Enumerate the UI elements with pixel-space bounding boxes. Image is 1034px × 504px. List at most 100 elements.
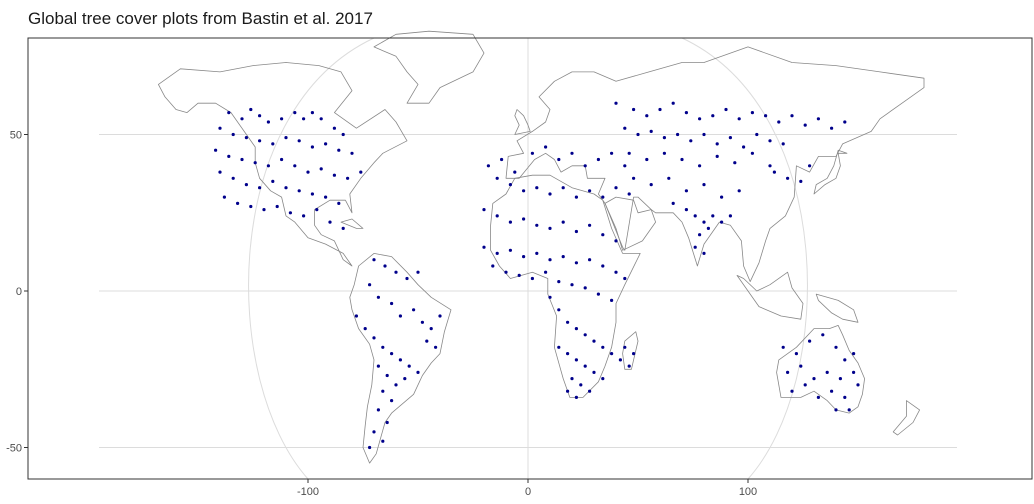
x-tick-label: 0 — [525, 486, 531, 498]
plot-point — [284, 186, 288, 190]
plot-point — [623, 345, 627, 349]
plot-point — [381, 345, 385, 349]
plot-point — [293, 164, 297, 168]
plot-point — [843, 395, 847, 399]
plot-point — [781, 142, 785, 146]
plot-point — [702, 220, 706, 224]
grid-lines — [99, 37, 957, 480]
plot-point — [500, 157, 504, 162]
plot-point — [218, 126, 222, 130]
plot-point — [398, 314, 402, 318]
plot-point — [214, 148, 218, 152]
plot-point — [328, 220, 332, 224]
plot-point — [583, 333, 587, 337]
plot-point — [702, 251, 706, 255]
plot-point — [236, 201, 240, 205]
landmass-britain — [514, 109, 531, 135]
plot-point — [535, 251, 539, 255]
y-tick-label: 0 — [16, 286, 22, 298]
plot-point — [702, 132, 706, 137]
plot-point — [808, 339, 812, 343]
plot-point — [390, 301, 394, 306]
plot-point — [623, 164, 627, 168]
plot-point — [363, 327, 367, 331]
plot-point — [548, 226, 552, 230]
plot-point — [231, 132, 235, 137]
plot-point — [383, 264, 387, 268]
gridline-lon — [681, 37, 808, 480]
chart-title: Global tree cover plots from Bastin et a… — [28, 9, 373, 28]
plot-point — [588, 223, 592, 227]
plot-point — [240, 157, 244, 162]
plot-point — [684, 189, 689, 193]
plot-point — [574, 195, 579, 199]
plot-point — [535, 223, 539, 227]
plot-point — [803, 383, 807, 387]
coastline-basemap — [157, 30, 925, 464]
plot-point — [376, 364, 380, 368]
plot-point — [495, 214, 499, 218]
plot-point — [614, 101, 618, 105]
plot-point — [689, 139, 693, 143]
plot-point — [601, 264, 605, 268]
plot-point — [253, 161, 257, 165]
plot-point — [834, 408, 838, 412]
plot-point — [280, 117, 284, 121]
plot-point — [676, 132, 680, 137]
plot-point — [557, 308, 561, 312]
landmass-arabia — [604, 196, 656, 251]
plot-point — [297, 189, 301, 193]
plot-point — [508, 248, 512, 252]
plot-point — [508, 220, 512, 224]
plot-point — [750, 151, 755, 155]
plot-point — [825, 370, 829, 374]
plot-point — [610, 151, 614, 155]
plot-point — [583, 364, 587, 368]
plot-point — [359, 170, 363, 174]
gridline-lon — [248, 37, 375, 480]
plot-point — [750, 111, 755, 115]
plot-point — [843, 358, 847, 362]
landmass-eurasia — [505, 46, 925, 283]
plot-point — [579, 383, 583, 387]
plot-point — [588, 189, 592, 193]
plot-point — [346, 176, 350, 180]
plot-point — [522, 255, 526, 259]
plot-point — [284, 136, 288, 140]
plot-point — [632, 176, 636, 180]
landmass-new-zealand — [892, 400, 920, 436]
plot-point — [394, 270, 398, 274]
plot-point — [341, 132, 345, 137]
plot-point — [583, 286, 587, 290]
plot-point — [548, 295, 552, 299]
plot-point — [645, 157, 649, 162]
plot-point — [574, 358, 579, 362]
plot-point — [262, 208, 266, 212]
plot-point — [412, 308, 416, 312]
plot-point — [548, 258, 552, 262]
plot-point — [258, 114, 262, 118]
plot-point — [381, 439, 385, 443]
plot-point — [337, 148, 341, 152]
plot-point — [684, 208, 689, 212]
plot-point — [244, 183, 248, 187]
plot-point — [482, 245, 486, 249]
plot-point — [803, 123, 807, 127]
plot-point — [368, 283, 372, 287]
plot-point — [583, 164, 587, 168]
plot-point — [231, 176, 235, 180]
plot-point — [592, 370, 596, 374]
plot-point — [614, 186, 618, 190]
plot-point — [372, 336, 376, 340]
plot-point — [601, 377, 605, 381]
plot-point — [808, 164, 812, 168]
plot-point — [632, 352, 636, 356]
plot-point — [627, 364, 631, 368]
plot-point — [544, 270, 548, 274]
plot-point — [324, 195, 328, 199]
plot-point — [843, 120, 847, 124]
plot-point — [816, 117, 821, 121]
plot-point — [786, 176, 790, 180]
plot-point — [623, 126, 627, 130]
